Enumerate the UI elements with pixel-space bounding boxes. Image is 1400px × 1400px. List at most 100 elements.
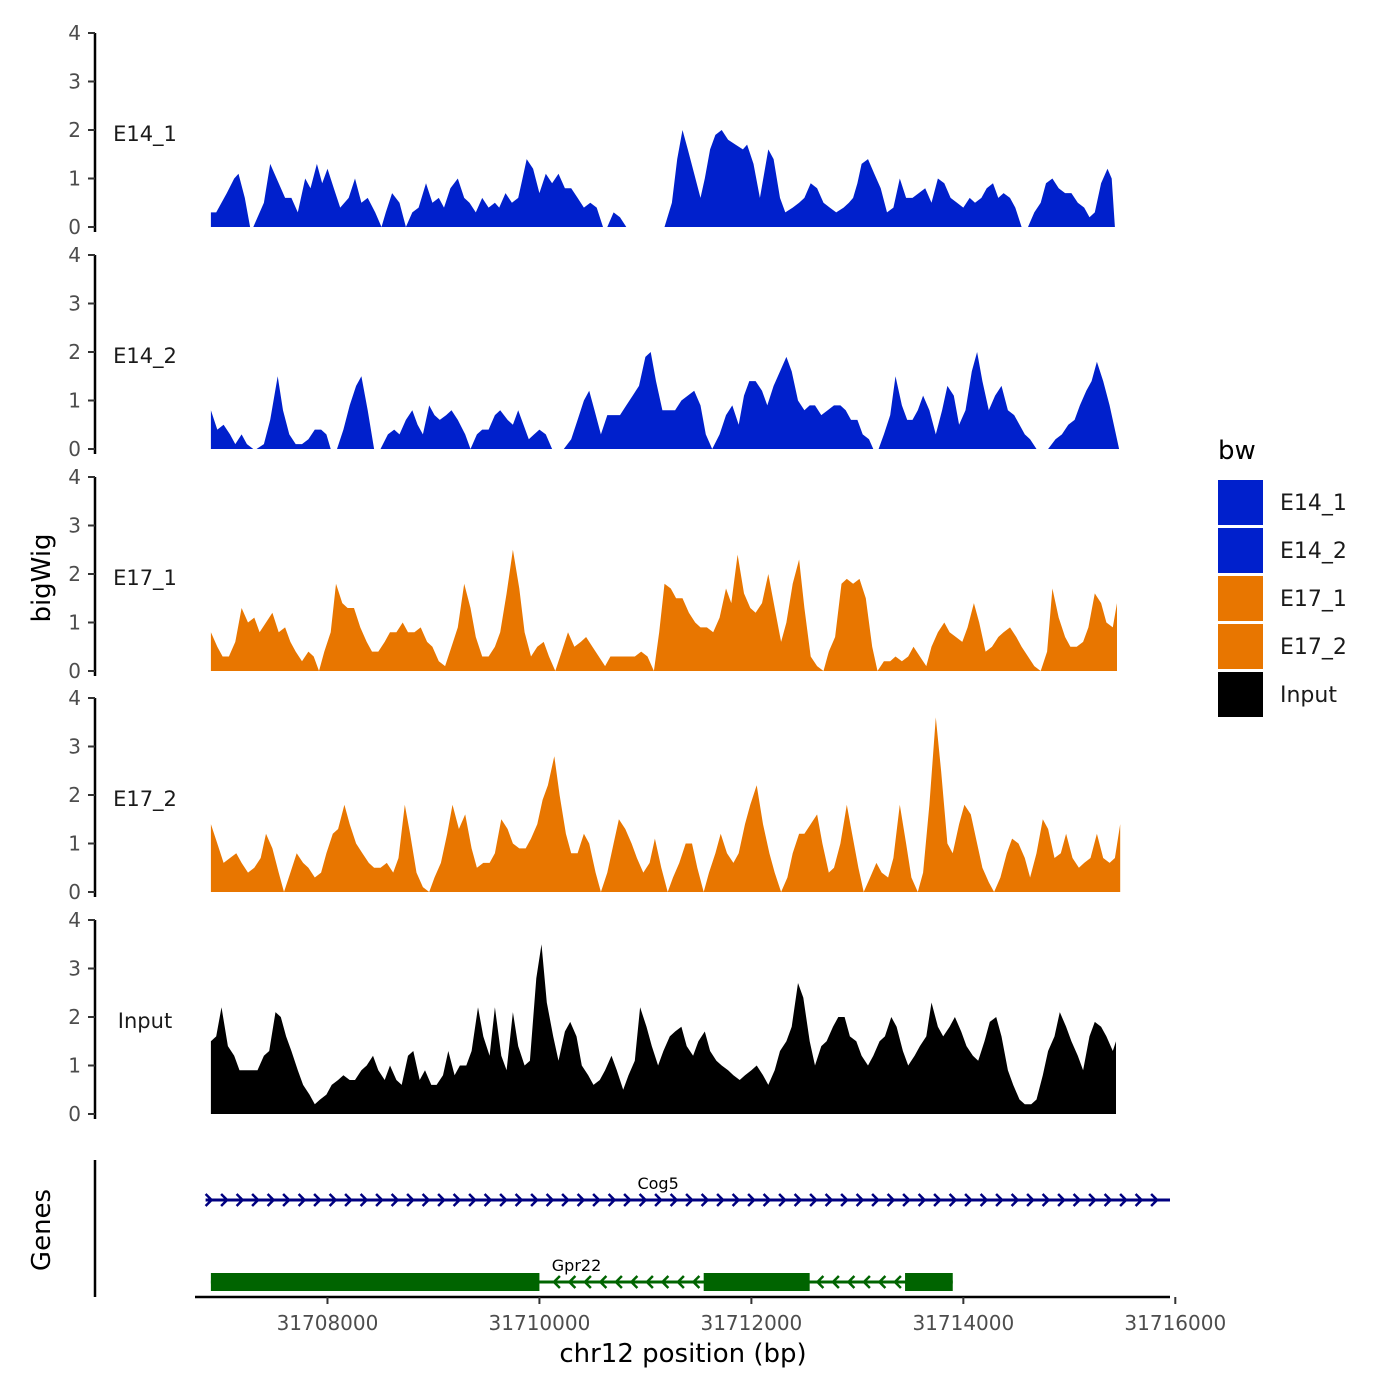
track-label: Input	[118, 1009, 172, 1033]
gene-gpr22: Gpr22	[210, 1256, 953, 1291]
strand-arrow	[1010, 1193, 1020, 1207]
x-tick-label: 31708000	[277, 1311, 379, 1335]
strand-arrow	[871, 1193, 880, 1207]
strand-arrow	[1103, 1193, 1113, 1207]
y-tick-label: 1	[68, 1054, 81, 1078]
strand-arrow	[567, 1275, 577, 1289]
gene-annotation-track: Cog5 Gpr22	[93, 1160, 1170, 1297]
x-axis-title: chr12 position (bp)	[559, 1339, 806, 1369]
strand-arrow	[545, 1193, 555, 1207]
legend-swatch-e17_1	[1218, 576, 1263, 621]
x-axis: 31708000 31710000 31712000 31714000 31716000	[195, 1295, 1226, 1335]
strand-arrow	[499, 1193, 508, 1207]
strand-arrow	[933, 1193, 942, 1207]
legend-label: Input	[1280, 683, 1337, 708]
strand-arrow	[716, 1193, 725, 1207]
gene-exon	[905, 1273, 953, 1291]
strand-arrow	[1026, 1193, 1035, 1207]
strand-arrow	[793, 1193, 803, 1207]
strand-arrow	[313, 1193, 322, 1207]
strand-arrow	[576, 1193, 586, 1207]
strand-arrow	[220, 1193, 229, 1207]
strand-arrow	[390, 1193, 400, 1207]
gene-label: Cog5	[637, 1174, 678, 1193]
y-tick-label: 2	[68, 1005, 81, 1029]
x-tick-label: 31712000	[700, 1311, 802, 1335]
strand-arrow	[645, 1275, 654, 1289]
strand-arrow	[561, 1193, 570, 1207]
track-label: E17_1	[113, 566, 177, 591]
track-panel-e14_1: 0 1 2 3 4 E14_1	[68, 21, 1115, 239]
strand-arrow	[1088, 1193, 1097, 1207]
strand-arrow	[328, 1193, 338, 1207]
strand-arrow	[877, 1275, 887, 1289]
strand-arrow	[623, 1193, 632, 1207]
strand-arrow	[676, 1275, 685, 1289]
strand-arrow	[344, 1193, 353, 1207]
track-panel-e17_2: 0 1 2 3 4 E17_2	[68, 686, 1121, 904]
strand-arrow	[251, 1193, 260, 1207]
track-label: E14_1	[113, 122, 177, 147]
legend-swatch-e14_2	[1218, 528, 1263, 573]
legend-swatch-e14_1	[1218, 480, 1263, 525]
y-tick-label: 2	[68, 783, 81, 807]
legend-title: bw	[1218, 436, 1256, 466]
gene-label: Gpr22	[552, 1256, 602, 1275]
strand-arrow	[452, 1193, 462, 1207]
strand-arrow	[840, 1193, 849, 1207]
legend-swatch-e17_2	[1218, 624, 1263, 669]
x-tick-label: 31714000	[912, 1311, 1014, 1335]
legend-label: E17_2	[1280, 635, 1347, 660]
legend-label: E14_2	[1280, 539, 1347, 564]
gene-exon	[210, 1273, 540, 1291]
strand-arrow	[685, 1193, 694, 1207]
y-tick-label: 3	[68, 957, 81, 981]
strand-arrow	[583, 1275, 592, 1289]
strand-arrow	[421, 1193, 431, 1207]
y-tick-label: 0	[68, 1102, 81, 1126]
strand-arrow	[598, 1275, 608, 1289]
coverage-area-e17_1	[210, 549, 1117, 671]
strand-arrow	[629, 1275, 639, 1289]
y-tick-label: 1	[68, 389, 81, 413]
y-tick-label: 0	[68, 437, 81, 461]
strand-arrow	[917, 1193, 927, 1207]
coverage-area-e17_2	[210, 717, 1121, 892]
strand-arrow	[1072, 1193, 1082, 1207]
track-panel-input: 0 1 2 3 4 Input	[68, 908, 1116, 1126]
strand-arrow	[468, 1193, 477, 1207]
x-tick-label: 31710000	[489, 1311, 591, 1335]
y-tick-label: 3	[68, 70, 81, 94]
track-panel-e14_2: 0 1 2 3 4 E14_2	[68, 243, 1120, 461]
legend-label: E14_1	[1280, 491, 1347, 516]
strand-arrow	[614, 1275, 623, 1289]
x-tick-label: 31716000	[1124, 1311, 1226, 1335]
gene-exon	[703, 1273, 810, 1291]
strand-arrow	[762, 1193, 772, 1207]
strand-arrow	[406, 1193, 415, 1207]
coverage-area-input	[210, 944, 1116, 1114]
legend-swatch-input	[1218, 672, 1263, 717]
strand-arrow	[831, 1275, 840, 1289]
strand-arrow	[778, 1193, 787, 1207]
strand-arrow	[204, 1193, 214, 1207]
strand-arrow	[514, 1193, 524, 1207]
strand-arrow	[607, 1193, 617, 1207]
coverage-area-e14_1	[210, 130, 1115, 227]
strand-arrow	[902, 1193, 911, 1207]
y-tick-label: 2	[68, 562, 81, 586]
strand-arrow	[654, 1193, 663, 1207]
strand-arrow	[979, 1193, 989, 1207]
strand-arrow	[359, 1193, 369, 1207]
strand-arrow	[1134, 1193, 1144, 1207]
genes-axis-title: Genes	[27, 1189, 57, 1271]
strand-arrow	[964, 1193, 973, 1207]
track-label: E14_2	[113, 344, 177, 369]
y-tick-label: 4	[68, 21, 81, 45]
strand-arrow	[862, 1275, 871, 1289]
track-panel-e17_1: 0 1 2 3 4 E17_1	[68, 465, 1117, 683]
y-tick-label: 2	[68, 118, 81, 142]
strand-arrow	[282, 1193, 291, 1207]
y-tick-label: 0	[68, 880, 81, 904]
